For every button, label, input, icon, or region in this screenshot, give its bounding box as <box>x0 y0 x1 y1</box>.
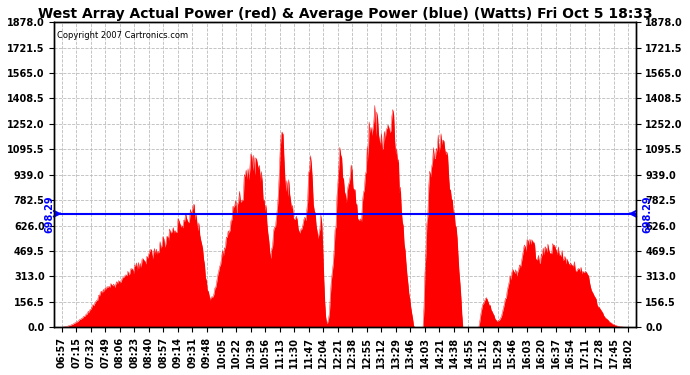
Text: Copyright 2007 Cartronics.com: Copyright 2007 Cartronics.com <box>57 31 188 40</box>
Title: West Array Actual Power (red) & Average Power (blue) (Watts) Fri Oct 5 18:33: West Array Actual Power (red) & Average … <box>38 7 652 21</box>
Text: 698.29: 698.29 <box>643 195 653 232</box>
Text: 698.29: 698.29 <box>44 195 55 232</box>
